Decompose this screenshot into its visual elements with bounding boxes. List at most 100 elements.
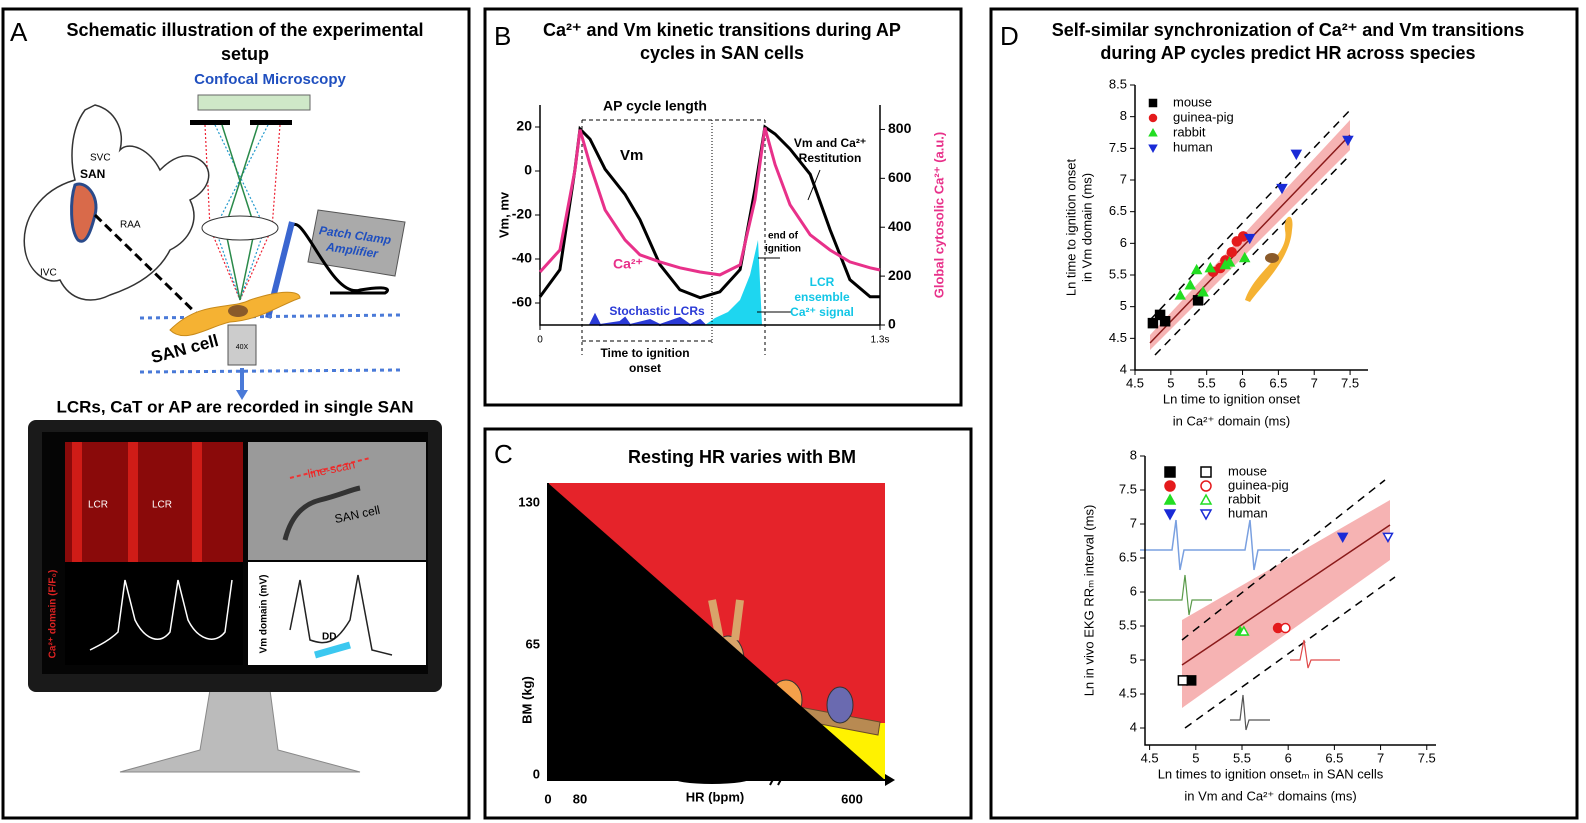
y-tick-label: 8 [1130, 447, 1137, 462]
panel-title: setup [221, 44, 269, 64]
heart-label: IVC [40, 268, 57, 279]
x-tick-label: 6 [1285, 750, 1292, 765]
y-tick-label: 7.5 [1109, 140, 1127, 155]
marker [1165, 467, 1175, 477]
y-tick-label: 7.5 [1119, 481, 1137, 496]
y2-axis-label: Global cytosolic Ca²⁺ (a.u.) [931, 132, 946, 299]
recorded-label: LCRs, CaT or AP are recorded in single S… [56, 397, 413, 416]
legend-label: guinea-pig [1173, 109, 1234, 124]
annotation: ensemble [794, 290, 850, 304]
x-tick-label: 7.5 [1341, 375, 1359, 390]
y-tick-label: -40 [512, 250, 532, 266]
focal-line [140, 370, 400, 372]
panel-title: during AP cycles predict HR across speci… [1100, 43, 1475, 63]
objective-label: 40X [236, 344, 249, 351]
x-axis-label: HR (bpm) [686, 789, 745, 804]
y-tick-label: 7 [1130, 515, 1137, 530]
panel-title: cycles in SAN cells [640, 43, 804, 63]
y-tick-label: 5 [1120, 298, 1127, 313]
y-tick-label: 6 [1120, 235, 1127, 250]
panel-letter: B [494, 21, 511, 51]
panel-title: Self-similar synchronization of Ca²⁺ and… [1052, 20, 1525, 40]
x-tick-label: 5 [1167, 375, 1174, 390]
panel-frame [485, 9, 961, 405]
marker [1201, 467, 1211, 477]
y-tick-label: 8 [1120, 108, 1127, 123]
x-tick-label: 1.3s [871, 335, 890, 346]
annotation: Vm and Ca²⁺ [794, 136, 866, 150]
x-tick-label: 6 [1239, 375, 1246, 390]
x-tick-label: 80 [573, 791, 587, 806]
x-tick-label: 4.5 [1126, 375, 1144, 390]
x-tick-label: 7 [1377, 750, 1384, 765]
y-axis-label: Ln time to ignition onset [1063, 158, 1078, 296]
x-tick-label: 600 [841, 791, 863, 806]
series-label: Vm [620, 147, 643, 164]
marker [1178, 676, 1187, 685]
arrowhead [885, 774, 895, 786]
panel-letter: C [494, 439, 513, 469]
series-label: Ca²⁺ [613, 256, 643, 272]
y-tick-label: 6.5 [1109, 203, 1127, 218]
marker [1150, 130, 1157, 136]
x-tick-label: 6.5 [1325, 750, 1343, 765]
legend-label: mouse [1173, 94, 1212, 109]
y-tick-label: 130 [518, 494, 540, 509]
annotation: ignition [765, 244, 801, 255]
marker [1150, 145, 1157, 151]
y2-tick-label: 200 [888, 267, 912, 283]
marker [1194, 296, 1203, 305]
marker [1227, 248, 1236, 257]
y-tick-label: 8.5 [1109, 76, 1127, 91]
y-tick-label: 5.5 [1119, 617, 1137, 632]
y-tick-label: 20 [516, 118, 532, 134]
x-tick-label: 5.5 [1198, 375, 1216, 390]
legend-label: guinea-pig [1228, 477, 1289, 492]
x-axis-label: Ln times to ignition onsetₘ in SAN cells [1158, 766, 1384, 781]
focal-line [140, 315, 400, 318]
panel-letter: A [10, 17, 28, 47]
marker [1150, 115, 1157, 122]
x-tick-label: 7.5 [1418, 750, 1436, 765]
x-axis-label: Ln time to ignition onset [1163, 391, 1301, 406]
marker [1161, 317, 1170, 326]
legend-label: human [1228, 505, 1268, 520]
y-tick-label: -60 [512, 294, 532, 310]
annotation: Restitution [799, 151, 862, 165]
marker [1292, 150, 1301, 158]
x-tick-label: 0 [544, 791, 551, 806]
legend-label: rabbit [1173, 124, 1206, 139]
marker [1165, 510, 1175, 519]
y2-tick-label: 400 [888, 218, 912, 234]
marker [1281, 624, 1290, 633]
annotation: LCR [810, 275, 835, 289]
x-axis-label: in Vm and Ca²⁺ domains (ms) [1184, 788, 1356, 803]
y-axis-label: Vm, mv [496, 191, 511, 238]
panel-title: Resting HR varies with BM [628, 447, 856, 467]
x-tick-label: 5.5 [1233, 750, 1251, 765]
y-tick-label: 4.5 [1109, 330, 1127, 345]
annotation: onset [629, 361, 661, 375]
legend-label: mouse [1228, 463, 1267, 478]
cell-nucleus [228, 305, 248, 317]
legend-label: rabbit [1228, 491, 1261, 506]
annotation: Stochastic LCRs [609, 304, 705, 318]
panel-title: Ca²⁺ and Vm kinetic transitions during A… [543, 20, 901, 40]
microscope [190, 95, 310, 300]
panel-title: Schematic illustration of the experiment… [66, 20, 423, 40]
x-tick-label: 5 [1192, 750, 1199, 765]
screen-label: LCR [152, 500, 172, 511]
annotation: Time to ignition [600, 346, 689, 360]
screen-label: DD [322, 632, 336, 643]
screen-label: Ca²⁺ domain (F/F₀) [48, 570, 59, 659]
y-tick-label: -20 [512, 206, 532, 222]
y-tick-label: 5.5 [1109, 266, 1127, 281]
heart-label: SVC [90, 153, 111, 164]
y2-tick-label: 800 [888, 120, 912, 136]
y-tick-label: 7 [1120, 171, 1127, 186]
cell-label: SAN cell [149, 331, 221, 367]
figure: A Schematic illustration of the experime… [0, 0, 1586, 823]
y-axis-label: in Vm domain (ms) [1079, 173, 1094, 282]
y-tick-label: 4 [1130, 719, 1137, 734]
marker [1186, 281, 1195, 289]
